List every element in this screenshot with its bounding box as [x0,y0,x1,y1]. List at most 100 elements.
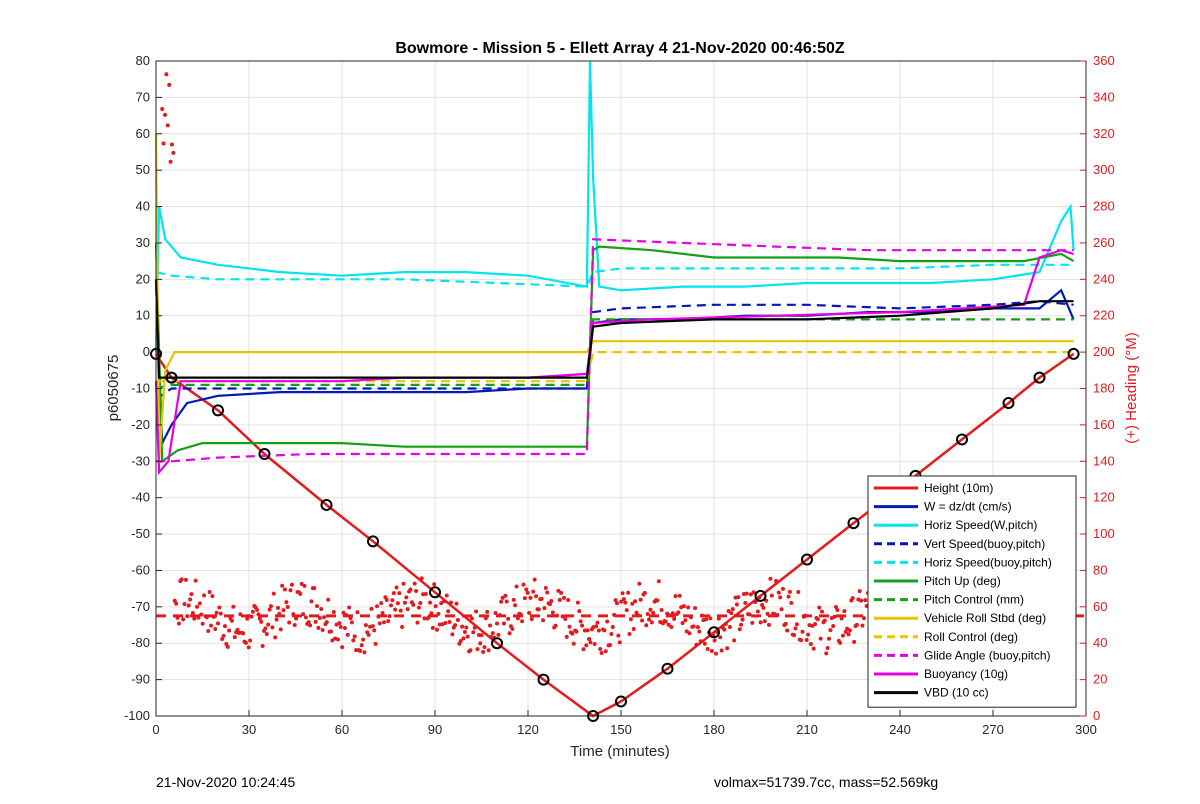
heading-point [681,604,686,609]
series-line [156,238,1074,463]
heading-point [780,586,785,591]
y-tick-label: -60 [131,562,150,577]
heading-point [575,600,580,605]
height-marker [320,498,333,511]
y-tick-label: 20 [136,271,150,286]
heading-point [778,595,783,600]
heading-point [614,601,619,606]
y2-tick-label: 40 [1093,635,1107,650]
heading-point [656,579,661,584]
heading-point [736,595,741,600]
heading-point [539,596,544,601]
heading-point [672,616,677,621]
heading-point [524,587,529,592]
heading-point [594,624,599,629]
height-marker [165,371,178,384]
heading-point [288,588,293,593]
heading-point [322,615,327,620]
footer-vehicle-info: volmax=51739.7cc, mass=52.569kg [714,774,939,790]
heading-point [531,589,536,594]
heading-point [578,619,583,624]
heading-point [402,600,407,605]
heading-point [718,635,723,640]
heading-point [430,625,435,630]
heading-point [680,621,685,626]
heading-point [493,611,498,616]
legend-label: Horiz Speed(W,pitch) [924,518,1037,532]
heading-point [716,616,721,621]
heading-point [577,609,582,614]
heading-point [363,623,368,628]
heading-point [418,600,423,605]
y-tick-label: -90 [131,672,150,687]
heading-point [259,619,264,624]
y2-tick-label: 120 [1093,490,1115,505]
heading-point [475,647,480,652]
heading-point [189,592,194,597]
heading-point [229,618,234,623]
x-tick-label: 90 [428,722,442,737]
heading-point [287,620,292,625]
heading-point [722,627,727,632]
heading-point [274,617,279,622]
heading-point [556,588,561,593]
y2-tick-label: 240 [1093,271,1115,286]
heading-point [744,591,749,596]
heading-point [843,629,848,634]
heading-point [811,646,816,651]
heading-point [263,626,268,631]
series-line [154,352,1075,718]
y-tick-label: -70 [131,599,150,614]
y2-tick-label: 340 [1093,89,1115,104]
heading-point [231,604,236,609]
x-tick-label: 150 [610,722,632,737]
heading-point [729,611,734,616]
y-tick-label: 40 [136,199,150,214]
heading-point [808,642,813,647]
heading-point [342,625,347,630]
heading-point [165,123,170,128]
heading-point [655,598,660,603]
y-tick-label: -100 [124,708,150,723]
heading-point [793,626,798,631]
heading-point [328,629,333,634]
heading-point [800,629,805,634]
heading-point [796,589,801,594]
x-tick-label: 0 [152,722,159,737]
height-marker [367,535,379,548]
heading-point [461,636,466,641]
heading-point [341,610,346,615]
height-marker [708,626,720,639]
heading-point [621,597,626,602]
heading-point [284,600,289,605]
heading-point [167,82,172,87]
y-tick-label: 80 [136,53,150,68]
y2-tick-label: 320 [1093,126,1115,141]
heading-point [185,614,190,619]
heading-point [758,620,763,625]
heading-point [345,632,350,637]
heading-point [748,592,753,597]
heading-point [400,625,405,630]
heading-point [563,616,568,621]
heading-point [846,632,851,637]
heading-point [542,606,547,611]
heading-point [386,619,391,624]
heading-point [387,614,392,619]
heading-point [267,607,272,612]
heading-point [739,622,744,627]
heading-point [859,598,864,603]
heading-point [631,626,636,631]
heading-point [669,624,674,629]
heading-point [280,583,285,588]
heading-point [464,625,469,630]
heading-point [529,617,534,622]
heading-point [683,618,688,623]
heading-point [673,594,678,599]
heading-point [840,633,845,638]
y-tick-label: 30 [136,235,150,250]
heading-point [169,142,174,147]
heading-point [303,615,308,620]
heading-point [382,620,387,625]
heading-point [162,112,167,117]
